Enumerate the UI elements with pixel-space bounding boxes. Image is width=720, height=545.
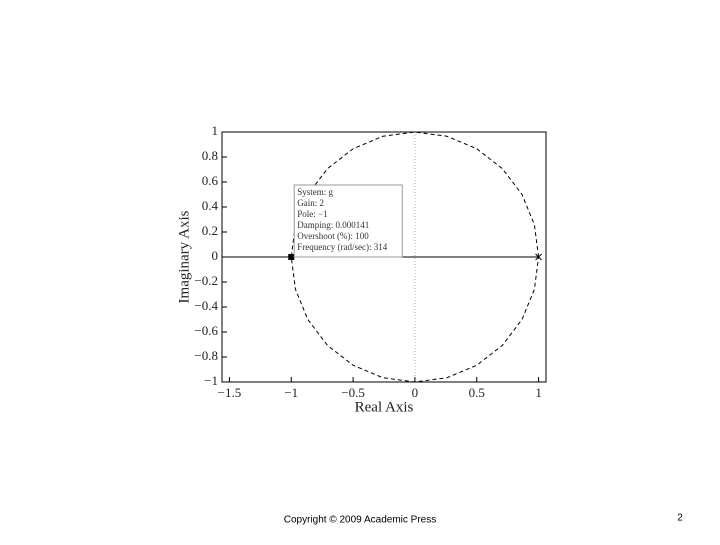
y-tick-label: −0.8 bbox=[194, 348, 218, 363]
x-tick-label: 0 bbox=[412, 385, 419, 400]
datatip-line: Overshoot (%): 100 bbox=[297, 231, 369, 241]
y-axis-label: Imaginary Axis bbox=[176, 210, 192, 303]
pole-marker bbox=[535, 253, 542, 261]
x-tick-label: 1 bbox=[535, 385, 542, 400]
y-tick-label: −1 bbox=[204, 373, 218, 388]
x-tick-label: −1.5 bbox=[218, 385, 242, 400]
y-tick-label: −0.2 bbox=[194, 273, 218, 288]
datatip-line: Damping: 0.000141 bbox=[297, 220, 369, 230]
y-tick-label: −0.4 bbox=[194, 298, 218, 313]
copyright: Copyright © 2009 Academic Press bbox=[284, 515, 436, 526]
y-tick-label: 0.4 bbox=[202, 198, 219, 213]
y-tick-label: −0.6 bbox=[194, 323, 218, 338]
y-tick-label: 0.6 bbox=[202, 173, 219, 188]
x-axis-label: Real Axis bbox=[355, 399, 414, 415]
x-tick-label: −0.5 bbox=[341, 385, 365, 400]
datatip-line: Frequency (rad/sec): 314 bbox=[297, 242, 387, 252]
page-number: 2 bbox=[677, 513, 683, 524]
y-tick-label: 1 bbox=[212, 123, 219, 138]
selected-point bbox=[288, 254, 295, 260]
x-tick-label: 0.5 bbox=[469, 385, 485, 400]
y-tick-label: 0 bbox=[212, 248, 219, 263]
datatip-line: Pole: −1 bbox=[297, 209, 327, 219]
datatip-line: Gain: 2 bbox=[297, 198, 324, 208]
y-tick-label: 0.8 bbox=[202, 148, 218, 163]
y-tick-label: 0.2 bbox=[202, 223, 218, 238]
x-tick-label: −1 bbox=[284, 385, 298, 400]
datatip-box bbox=[293, 184, 403, 258]
datatip-line: System: g bbox=[297, 187, 333, 197]
